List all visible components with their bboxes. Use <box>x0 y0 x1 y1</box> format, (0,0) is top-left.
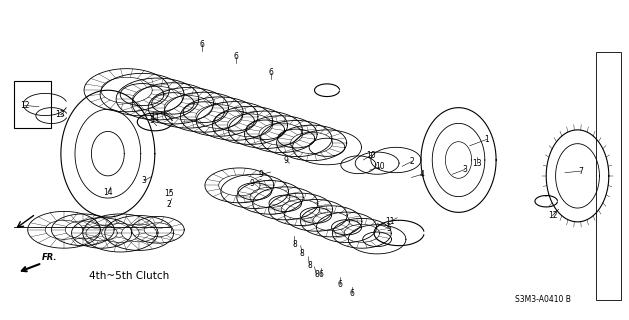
Text: 1: 1 <box>484 135 489 144</box>
Text: 9: 9 <box>250 179 254 188</box>
Text: 8: 8 <box>307 261 312 270</box>
Text: S3M3-A0410 B: S3M3-A0410 B <box>515 295 571 304</box>
Text: 9: 9 <box>284 156 289 164</box>
Text: 9: 9 <box>259 170 264 179</box>
Text: 5: 5 <box>149 116 154 125</box>
Text: 6: 6 <box>268 68 273 77</box>
Text: 8: 8 <box>314 270 319 279</box>
Text: 13: 13 <box>472 159 482 168</box>
Text: 12: 12 <box>548 211 557 220</box>
Text: 10: 10 <box>376 163 385 172</box>
Text: 12: 12 <box>19 101 30 110</box>
Text: 6: 6 <box>337 280 342 289</box>
Text: 8: 8 <box>299 249 304 258</box>
Text: 4th~5th Clutch: 4th~5th Clutch <box>89 271 169 281</box>
Text: 10: 10 <box>366 151 376 160</box>
Text: 6: 6 <box>234 52 238 61</box>
Text: 11: 11 <box>385 217 394 226</box>
Text: 6: 6 <box>199 40 204 49</box>
Text: 7: 7 <box>578 167 583 176</box>
Text: 4: 4 <box>420 170 425 179</box>
Text: 15: 15 <box>164 189 174 198</box>
Text: 6: 6 <box>318 270 323 279</box>
Text: 6: 6 <box>350 289 355 298</box>
Text: 5: 5 <box>386 224 391 233</box>
Text: 8: 8 <box>292 240 297 249</box>
Text: FR.: FR. <box>42 252 58 261</box>
Text: 14: 14 <box>103 188 113 197</box>
Text: 13: 13 <box>55 109 64 118</box>
Text: 11: 11 <box>150 113 160 122</box>
Text: 3: 3 <box>462 165 467 174</box>
Text: 2: 2 <box>167 200 172 209</box>
Text: 2: 2 <box>409 157 414 166</box>
Text: 3: 3 <box>142 176 147 185</box>
